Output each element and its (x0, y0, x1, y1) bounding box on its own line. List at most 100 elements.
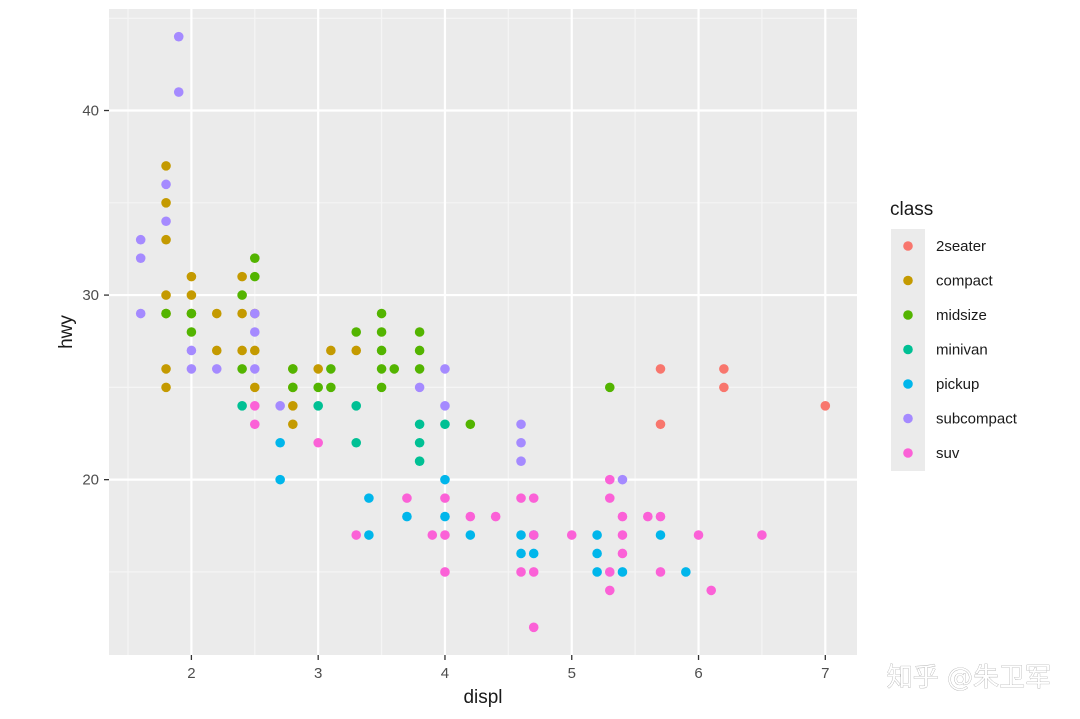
point-midsize (604, 382, 615, 393)
point-midsize (237, 290, 247, 300)
point-subcompact (249, 364, 260, 374)
data-points (135, 31, 831, 633)
point-subcompact (135, 308, 146, 319)
point-midsize (186, 308, 197, 319)
point-pickup (364, 530, 374, 540)
point-pickup (592, 530, 602, 540)
point-compact (186, 290, 197, 300)
point-subcompact (249, 308, 260, 319)
x-axis-ticks: 2 3 4 5 6 7 (187, 655, 829, 682)
point-subcompact (275, 401, 285, 411)
legend-key-minivan (903, 344, 913, 355)
point-suv (516, 493, 526, 503)
point-compact (249, 345, 260, 356)
point-midsize (351, 327, 362, 337)
legend-items: 2seater compact midsize minivan pickup subcom… (903, 238, 1018, 462)
legend-label-2seater: 2seater (936, 238, 986, 255)
x-tick-label: 3 (314, 665, 322, 682)
point-midsize (249, 253, 260, 263)
point-suv (655, 567, 666, 577)
point-midsize (376, 308, 387, 319)
point-compact (161, 364, 171, 374)
point-suv (465, 511, 476, 522)
point-suv (249, 419, 260, 430)
x-axis-title: displ (463, 687, 502, 708)
point-minivan (414, 419, 425, 430)
point-compact (288, 419, 298, 430)
legend-label-pickup: pickup (936, 376, 979, 393)
point-subcompact (173, 87, 184, 97)
point-suv (440, 567, 450, 577)
point-suv (351, 530, 362, 540)
point-minivan (237, 401, 247, 411)
point-midsize (414, 364, 425, 374)
point-midsize (288, 382, 298, 393)
point-suv (440, 493, 450, 503)
point-suv (617, 511, 628, 522)
y-axis-ticks: 20 30 40 (82, 103, 109, 489)
point-compact (161, 290, 171, 300)
point-suv (249, 401, 260, 411)
point-suv (402, 493, 412, 503)
point-pickup (364, 493, 374, 503)
y-tick-label: 40 (82, 103, 99, 120)
point-minivan (351, 401, 362, 411)
point-pickup (655, 530, 666, 540)
point-subcompact (249, 327, 260, 337)
point-subcompact (186, 364, 197, 374)
point-compact (161, 234, 171, 245)
point-suv (490, 511, 501, 522)
point-compact (249, 382, 260, 393)
point-midsize (186, 327, 197, 337)
legend-key-2seater (903, 241, 913, 251)
point-subcompact (135, 234, 146, 245)
point-minivan (414, 456, 425, 467)
point-midsize (389, 364, 400, 374)
y-tick-label: 30 (82, 287, 99, 304)
point-suv (757, 530, 767, 540)
point-suv (528, 622, 539, 633)
point-midsize (237, 364, 247, 374)
point-subcompact (516, 419, 526, 430)
legend-label-compact: compact (936, 273, 994, 290)
point-midsize (161, 308, 171, 319)
legend-label-suv: suv (936, 445, 960, 462)
major-gridlines (109, 9, 857, 655)
point-compact (161, 198, 171, 208)
point-compact (313, 364, 323, 374)
legend-key-pickup (903, 379, 913, 389)
legend-title: class (890, 199, 933, 220)
point-midsize (465, 419, 476, 430)
point-compact (326, 345, 336, 356)
point-pickup (516, 530, 526, 540)
point-suv (617, 530, 628, 540)
legend-label-subcompact: subcompact (936, 411, 1018, 428)
point-subcompact (414, 382, 425, 393)
point-suv (604, 585, 615, 596)
point-subcompact (617, 474, 628, 485)
point-compact (161, 382, 171, 393)
point-compact (211, 308, 222, 319)
point-compact (211, 345, 222, 356)
legend-key-midsize (903, 310, 913, 320)
y-tick-label: 20 (82, 472, 99, 489)
point-midsize (376, 382, 387, 393)
point-suv (440, 530, 450, 540)
point-pickup (681, 567, 691, 577)
point-subcompact (211, 364, 222, 374)
point-midsize (376, 327, 387, 337)
point-suv (604, 493, 615, 503)
point-subcompact (440, 364, 450, 374)
point-suv (313, 437, 323, 448)
legend-label-midsize: midsize (936, 307, 987, 324)
point-pickup (440, 511, 450, 522)
point-suv (427, 530, 438, 540)
point-compact (237, 271, 247, 282)
point-midsize (414, 327, 425, 337)
point-subcompact (516, 456, 526, 467)
point-midsize (376, 345, 387, 356)
minor-gridlines (109, 9, 857, 655)
point-subcompact (186, 345, 197, 356)
point-minivan (313, 401, 323, 411)
